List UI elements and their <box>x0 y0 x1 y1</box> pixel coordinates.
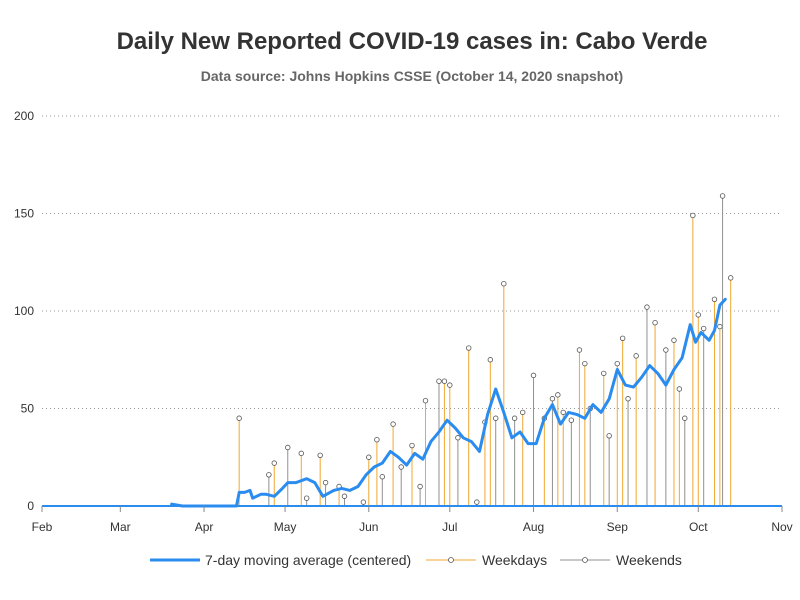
weekend-point <box>682 415 688 421</box>
weekend-point <box>700 325 707 332</box>
y-tick-label-0: 0 <box>27 499 34 513</box>
weekday-point <box>727 275 734 281</box>
weekday-point <box>690 212 696 219</box>
weekday-point <box>601 370 607 377</box>
x-tick-label-sep: Sep <box>607 520 629 534</box>
weekend-point <box>625 396 631 402</box>
legend-label-weekends: Weekends <box>616 552 682 568</box>
weekend-point <box>474 499 480 505</box>
weekday-point <box>447 382 453 388</box>
weekday-point <box>695 312 701 318</box>
weekend-point <box>379 474 385 480</box>
x-tick-label-aug: Aug <box>523 520 544 534</box>
weekend-point <box>568 417 575 423</box>
weekday-point <box>366 454 372 460</box>
x-tick-label-mar: Mar <box>110 520 131 534</box>
weekday-point <box>236 415 242 421</box>
y-tick-label-50: 50 <box>21 402 35 416</box>
weekday-point <box>671 337 677 343</box>
chart-title: Daily New Reported COVID-19 cases in: Ca… <box>116 28 708 55</box>
weekend-point <box>530 372 537 379</box>
x-tick-label-oct: Oct <box>689 520 708 534</box>
x-tick-label-may: May <box>274 520 297 534</box>
weekend-point <box>511 415 518 421</box>
weekend-point <box>455 435 461 441</box>
weekday-point <box>441 378 448 384</box>
weekday-point <box>501 281 507 287</box>
weekday-point <box>374 437 380 443</box>
grid-lines <box>42 115 782 409</box>
weekday-point <box>614 360 620 367</box>
weekend-point <box>266 472 272 478</box>
weekend-point <box>719 193 726 199</box>
weekday-point <box>409 442 415 449</box>
moving-average-series <box>170 297 727 508</box>
weekday-point <box>582 360 588 367</box>
weekend-point <box>322 479 329 486</box>
weekend-point <box>663 347 669 353</box>
legend-label-moving-average: 7-day moving average (centered) <box>205 552 411 568</box>
y-tick-label-150: 150 <box>14 207 34 221</box>
weekday-point <box>711 296 718 302</box>
weekday-point <box>298 450 304 457</box>
weekday-point <box>271 460 277 466</box>
weekend-point <box>549 396 556 402</box>
weekday-point <box>487 357 494 363</box>
weekday-point <box>717 323 723 330</box>
x-tick-label-feb: Feb <box>32 520 53 534</box>
y-tick-label-200: 200 <box>14 109 34 123</box>
chart-subtitle: Data source: Johns Hopkins CSSE (October… <box>200 68 624 84</box>
weekday-point <box>555 392 561 398</box>
weekday-point <box>466 345 472 351</box>
weekend-point <box>398 464 404 470</box>
weekend-point <box>285 444 291 451</box>
x-tick-label-nov: Nov <box>771 520 792 534</box>
weekday-point <box>317 452 323 458</box>
weekday-point <box>422 398 429 404</box>
legend-marker-weekdays <box>448 557 454 563</box>
weekend-point <box>493 415 499 421</box>
weekday-point <box>520 409 526 416</box>
weekday-point <box>676 386 683 392</box>
weekend-point <box>436 378 442 384</box>
weekday-point <box>576 347 583 353</box>
moving-average-line <box>170 297 727 508</box>
legend-label-weekdays: Weekdays <box>482 552 547 568</box>
legend-marker-weekends <box>582 557 588 563</box>
stem-series <box>236 193 734 506</box>
weekend-point <box>341 493 348 499</box>
weekend-point <box>606 433 612 439</box>
weekday-point <box>390 421 396 427</box>
weekday-point <box>619 335 626 341</box>
weekday-point <box>560 409 566 416</box>
weekend-point <box>303 495 310 501</box>
legend: 7-day moving average (centered) Weekdays… <box>150 552 682 568</box>
x-tick-label-apr: Apr <box>195 520 214 534</box>
axes: 0 50 100 150 200 Feb Mar Apr May Jun Jul Aug Sep Oct N… <box>14 109 793 534</box>
weekend-point <box>360 499 367 505</box>
x-tick-label-jun: Jun <box>359 520 378 534</box>
x-tick-label-jul: Jul <box>442 520 457 534</box>
y-tick-label-100: 100 <box>14 304 34 318</box>
weekend-point <box>644 304 650 310</box>
weekend-point <box>417 483 423 490</box>
weekday-point <box>652 320 658 326</box>
weekday-point <box>633 353 639 359</box>
